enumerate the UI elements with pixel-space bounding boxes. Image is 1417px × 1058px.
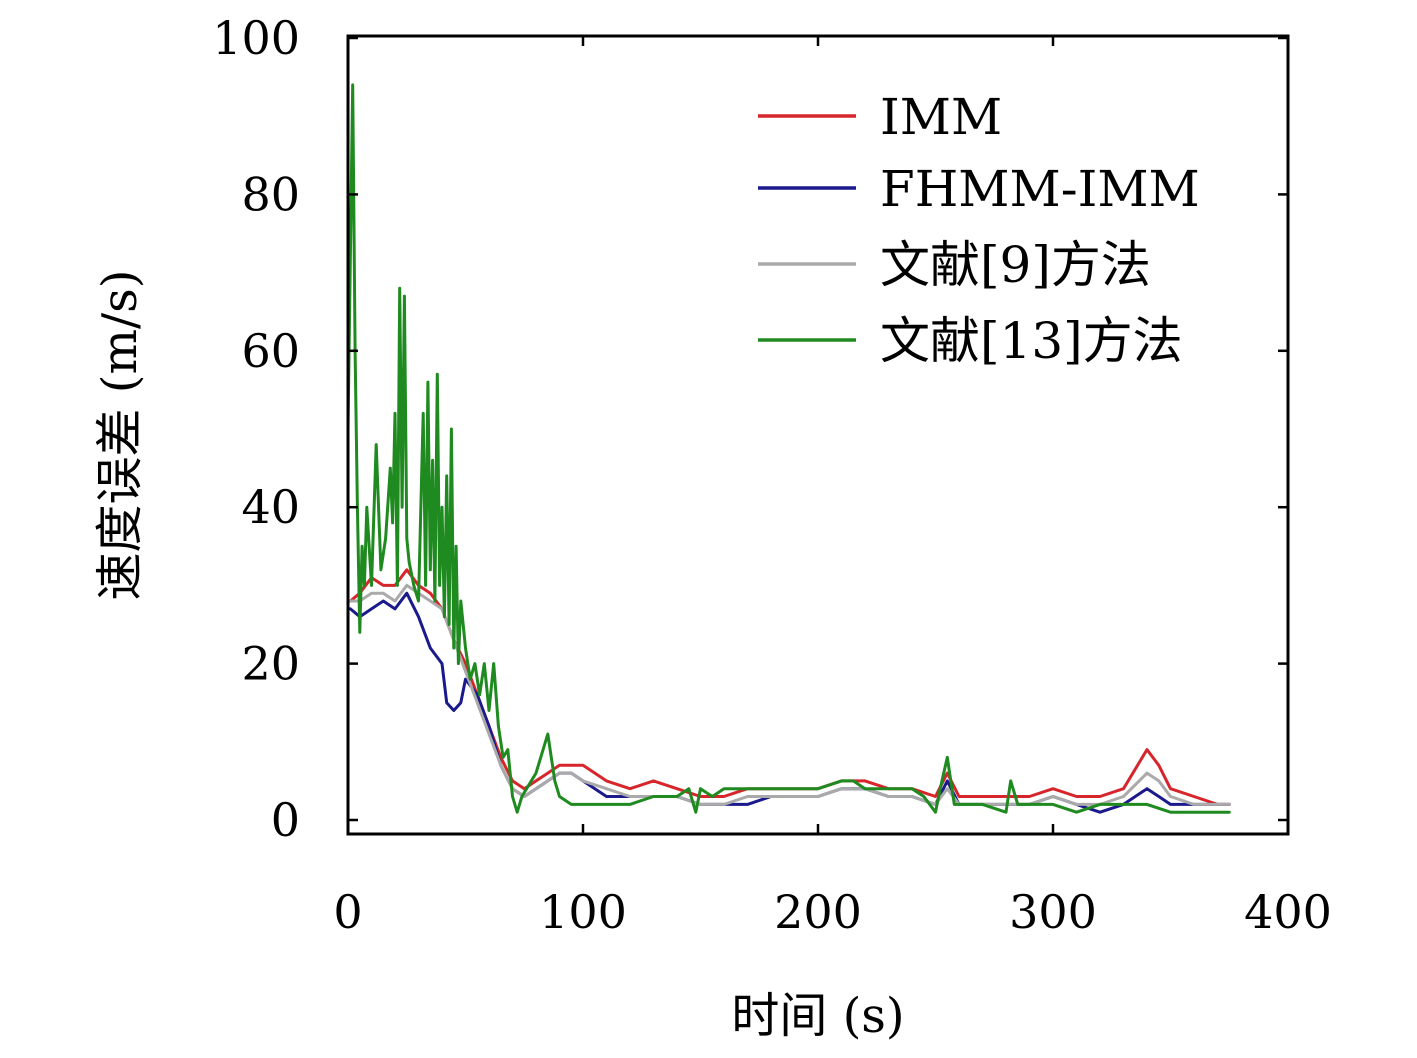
legend-label: 文献[13]方法	[880, 312, 1183, 370]
plot-frame	[346, 34, 1290, 836]
legend-label: 文献[9]方法	[880, 236, 1151, 294]
x-tick-label: 200	[774, 885, 862, 939]
legend-label: IMM	[880, 88, 1002, 146]
y-tick-label: 100	[212, 11, 300, 65]
x-tick-label: 400	[1244, 885, 1332, 939]
x-tick-label: 300	[1009, 885, 1097, 939]
y-tick-label: 60	[241, 324, 300, 378]
series-layer	[346, 83, 1231, 814]
y-axis-label: 速度误差 (m/s)	[92, 269, 148, 600]
series-line-3	[346, 83, 1231, 814]
y-tick-label: 80	[241, 167, 300, 221]
x-tick-label: 0	[333, 885, 362, 939]
x-tick-label: 100	[539, 885, 627, 939]
legend-label: FHMM-IMM	[880, 160, 1200, 218]
series-line-2	[348, 583, 1231, 806]
series-line-1	[348, 591, 1231, 814]
y-tick-label: 20	[241, 637, 300, 691]
x-axis-label: 时间 (s)	[731, 988, 904, 1044]
y-tick-label: 0	[271, 793, 300, 847]
tick-layer: 0 100 200 300 400 0 20 40 60 80 100	[212, 11, 1332, 939]
y-tick-label: 40	[241, 480, 300, 534]
